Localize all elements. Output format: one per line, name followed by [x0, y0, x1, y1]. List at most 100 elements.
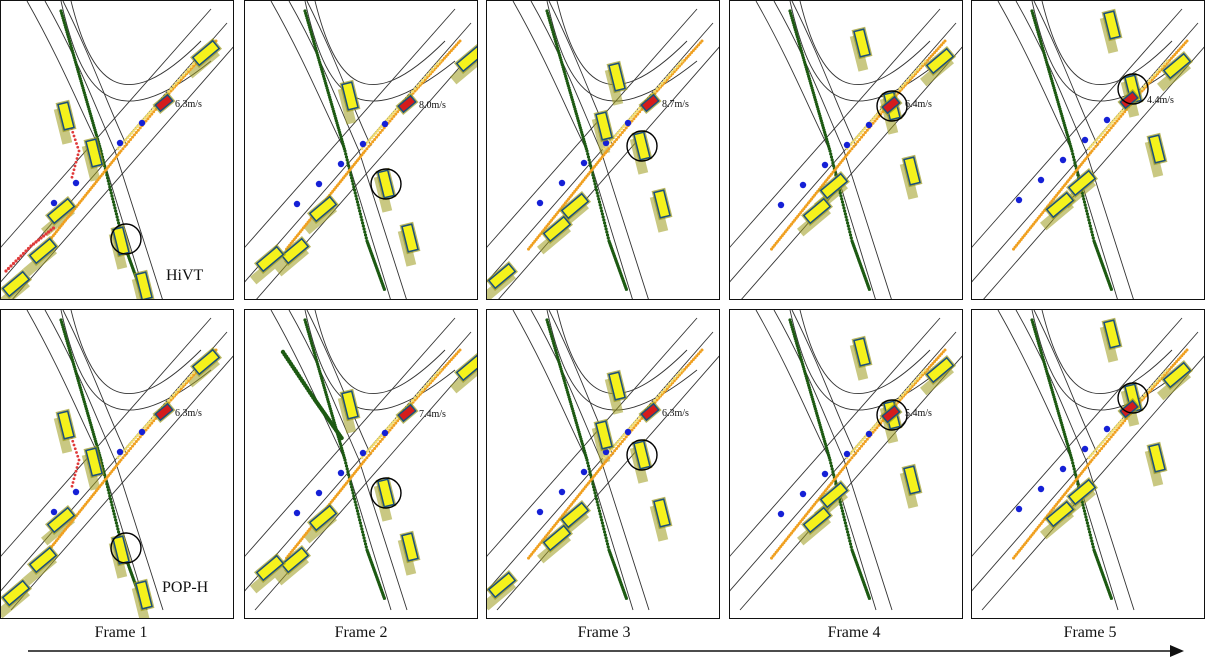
- vehicle-r1-c2-5: [541, 522, 573, 554]
- ego-vehicle-r0-c2: [638, 91, 662, 115]
- vehicle-r1-c1-4: [279, 544, 311, 576]
- vehicle-r1-c3-4: [801, 504, 833, 536]
- vehicle-r1-c4-2: [1146, 441, 1168, 475]
- vehicle-r0-c4-2: [1146, 132, 1168, 166]
- vehicle-r1-c4-5: [1161, 359, 1193, 391]
- pred-orange-r0-c1: [285, 39, 462, 251]
- ego-vehicle-r1-c1: [395, 401, 419, 425]
- frame-label-5: Frame 5: [1063, 624, 1117, 641]
- vehicle-r0-c1-3: [307, 193, 339, 225]
- vehicle-r1-c0-5: [27, 544, 59, 576]
- scene-svg-r1-c0: 6.3m/s: [1, 310, 233, 618]
- pred-orange-r1-c2: [527, 348, 704, 560]
- pred-green-alt-r1-c1: [280, 349, 344, 441]
- vehicle-r0-c0-7: [190, 37, 222, 69]
- focus-circle-r0-c3: [876, 90, 908, 122]
- pred-green-r0-c4: [1030, 9, 1113, 291]
- vehicle-r1-c1-3: [307, 502, 339, 534]
- ego-vehicle-r1-c4: [1117, 397, 1141, 421]
- pred-orange-r1-c3: [770, 348, 947, 560]
- vehicle-r0-c0-4: [45, 195, 77, 227]
- speed-label-r0-c3: 6.4m/s: [905, 99, 932, 110]
- scene-svg-r1-c1: 7.4m/s: [245, 310, 477, 611]
- panel-hivt-frame-3: 8.7m/s: [486, 0, 720, 300]
- frame-label-2: Frame 2: [334, 624, 388, 641]
- road-lines: [972, 1, 1204, 299]
- vehicle-r0-c0-6: [1, 268, 32, 299]
- pred-green-r1-c1: [303, 318, 386, 600]
- ego-vehicle-r0-c3: [879, 93, 903, 117]
- vehicle-r1-c1-0: [339, 388, 361, 422]
- history-dots-r1-c2: [536, 428, 632, 516]
- vehicle-r1-c2-4: [559, 499, 591, 531]
- vehicle-r0-c0-0: [55, 99, 77, 133]
- vehicle-r0-c1-1: [375, 167, 397, 201]
- ego-vehicle-r1-c0: [152, 400, 176, 424]
- panel-hivt-frame-4: 6.4m/s: [729, 0, 963, 300]
- scene-svg-r1-c2: 6.3m/s: [487, 310, 719, 611]
- vehicle-r0-c2-0: [606, 60, 628, 94]
- pred-green-r1-c2: [545, 318, 628, 600]
- focus-circle-r0-c0: [110, 223, 142, 255]
- vehicle-r0-c1-4: [279, 235, 311, 267]
- focus-circle-r1-c2: [626, 439, 658, 471]
- vehicle-r0-c2-5: [541, 213, 573, 245]
- ego-vehicle-r1-c2: [638, 400, 662, 424]
- speed-label-r0-c2: 8.7m/s: [662, 99, 689, 110]
- focus-circle-r0-c1: [370, 168, 402, 200]
- focus-circle-r0-c4: [1117, 73, 1149, 105]
- vehicle-r0-c0-5: [27, 235, 59, 267]
- vehicle-r1-c2-6: [487, 569, 518, 601]
- pred-green-r0-c2: [545, 9, 628, 291]
- speed-label-r0-c4: 4.4m/s: [1147, 95, 1174, 106]
- vehicle-r1-c4-4: [1044, 498, 1076, 530]
- speed-label-r1-c1: 7.4m/s: [419, 409, 446, 420]
- road-lines: [972, 310, 1204, 611]
- vehicle-r0-c4-5: [1161, 50, 1193, 82]
- pred-red-tail-r0-c0: [4, 226, 56, 273]
- speed-label-r1-c3: 5.4m/s: [905, 408, 932, 419]
- vehicle-r0-c3-5: [924, 45, 956, 77]
- panel-hivt-frame-5: 4.4m/s: [971, 0, 1205, 300]
- vehicle-r0-c1-2: [399, 221, 421, 255]
- vehicle-r1-c4-0: [1101, 317, 1123, 351]
- vehicle-r1-c3-5: [924, 354, 956, 386]
- scene-svg-r1-c4: [972, 310, 1204, 611]
- history-dots-r1-c1: [293, 429, 389, 517]
- vehicle-r0-c4-0: [1101, 8, 1123, 42]
- panel-hivt-frame-2: 8.0m/s: [244, 0, 478, 300]
- road-lines: [487, 310, 719, 611]
- pred-orange-r0-c3: [770, 39, 947, 251]
- panel-hivt-frame-1: 6.3m/s: [0, 0, 234, 300]
- speed-label-r0-c0: 6.3m/s: [175, 99, 202, 110]
- panel-poph-frame-2: 7.4m/s: [244, 309, 478, 619]
- vehicle-r1-c0-4: [45, 504, 77, 536]
- frame-label-4: Frame 4: [827, 624, 881, 641]
- scene-svg-r0-c0: 6.3m/s: [1, 1, 233, 299]
- scene-svg-r0-c4: 4.4m/s: [972, 1, 1204, 299]
- frame-label-1: Frame 1: [94, 624, 148, 641]
- vehicle-r1-c0-7: [190, 346, 222, 378]
- ego-vehicle-r0-c4: [1117, 88, 1141, 112]
- ego-vehicle-r0-c1: [395, 92, 419, 116]
- speed-label-r0-c1: 8.0m/s: [419, 100, 446, 111]
- vehicle-r1-c3-2: [901, 463, 923, 497]
- focus-circle-r1-c4: [1117, 382, 1149, 414]
- speed-label-r1-c0: 6.3m/s: [175, 408, 202, 419]
- vehicle-r1-c3-3: [818, 479, 850, 511]
- pred-green-r0-c1: [303, 9, 386, 291]
- pred-green-r0-c3: [788, 9, 871, 291]
- vehicle-r1-c2-1: [593, 418, 615, 452]
- ego-vehicle-r0-c0: [152, 91, 176, 115]
- panel-poph-frame-4: 5.4m/s: [729, 309, 963, 619]
- vehicle-r0-c1-5: [254, 243, 286, 275]
- vehicle-r1-c2-0: [606, 369, 628, 403]
- history-dots-r0-c4: [1015, 116, 1111, 204]
- focus-circle-r0-c2: [626, 130, 658, 162]
- vehicle-r1-c0-6: [1, 577, 32, 609]
- focus-circle-r1-c3: [876, 399, 908, 431]
- vehicle-r0-c1-6: [454, 43, 477, 75]
- vehicle-r0-c4-3: [1066, 167, 1098, 199]
- scene-svg-r0-c1: 8.0m/s: [245, 1, 477, 299]
- vehicle-r1-c3-0: [851, 335, 873, 369]
